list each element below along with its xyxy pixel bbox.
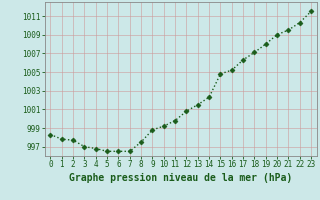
X-axis label: Graphe pression niveau de la mer (hPa): Graphe pression niveau de la mer (hPa) bbox=[69, 173, 292, 183]
